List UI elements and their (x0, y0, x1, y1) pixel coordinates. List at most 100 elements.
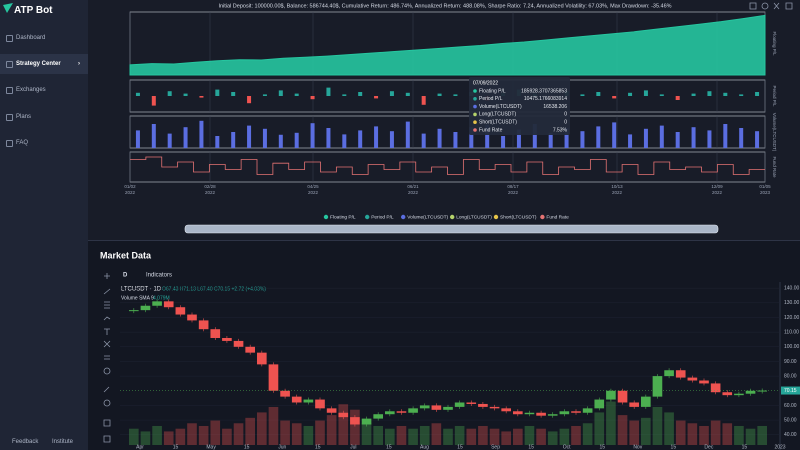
fund-rate-line (130, 156, 765, 175)
candle (291, 396, 302, 403)
bar (739, 94, 744, 96)
volume-bar (454, 425, 465, 445)
volume-bar (734, 425, 744, 445)
volume-bar (466, 428, 477, 445)
legend-label: Volume(LTCUSDT) (407, 214, 448, 220)
bar (167, 91, 172, 96)
x-tick-label: Aug (420, 444, 429, 450)
date-label: 02/28 (204, 184, 216, 189)
bar (516, 129, 521, 148)
date-label: 06/21 (407, 184, 419, 189)
menu-item[interactable]: FAQ (0, 133, 88, 153)
x-tick-label: 15 (599, 444, 605, 450)
volume-bar (373, 425, 383, 445)
footer-link[interactable]: Feedback (12, 439, 39, 445)
candle (513, 411, 523, 415)
candle (710, 383, 721, 393)
bar (643, 90, 648, 96)
x-tick-label: Jun (278, 444, 286, 450)
equity-area (129, 14, 766, 76)
volume-bar (745, 428, 756, 445)
bar (247, 96, 252, 104)
bar (723, 124, 728, 148)
volume-bar (361, 423, 372, 445)
candle (187, 314, 197, 321)
interval[interactable]: D (123, 273, 128, 279)
volume-bar (687, 423, 698, 445)
indicators-button[interactable]: Indicators (146, 273, 172, 279)
bar (278, 90, 283, 96)
candle (140, 305, 151, 311)
panel-axis-label: Period P/L (772, 85, 777, 107)
x-tick-label: 15 (742, 444, 748, 450)
candle (664, 370, 674, 377)
candle (547, 414, 558, 416)
footer-link[interactable]: Institute (52, 439, 74, 445)
bar (580, 131, 585, 148)
volume-bar (699, 425, 709, 445)
tooltip-name: Floating P/L (479, 88, 506, 94)
volume-bar (163, 431, 174, 445)
legend-label: Short(LTCUSDT) (500, 214, 537, 220)
x-tick-label: Jul (350, 444, 356, 450)
volume-bar (710, 420, 721, 445)
candle (419, 405, 430, 409)
x-tick-label: 15 (528, 444, 534, 450)
tooltip (469, 77, 570, 135)
bar (405, 121, 410, 148)
tooltip-name: Period P/L (479, 96, 503, 102)
legend-label: Floating P/L (330, 214, 356, 220)
bar (421, 133, 426, 148)
menu-label: Dashboard (16, 35, 46, 41)
bar (199, 96, 204, 98)
bar (485, 124, 490, 148)
volume-bar (245, 417, 255, 445)
candle (675, 370, 686, 378)
menu-label: Strategy Center (16, 61, 61, 67)
bar (389, 131, 394, 148)
panel-axis-label: Floating P/L (772, 31, 777, 56)
candle (210, 329, 221, 338)
y-tick-label: 130.00 (784, 300, 800, 306)
candle (280, 390, 290, 397)
volume-bar (513, 428, 523, 445)
bar (659, 125, 664, 148)
menu-item[interactable]: Plans (0, 107, 88, 127)
bar (135, 130, 140, 148)
bar (310, 123, 315, 148)
candle (454, 402, 465, 407)
bar (374, 126, 379, 148)
bar (167, 133, 172, 148)
bar (628, 92, 633, 96)
volume-bar (140, 431, 151, 445)
x-tick-label: Sep (491, 444, 500, 450)
candle (315, 399, 325, 409)
volume-bar (210, 420, 221, 445)
candle (501, 408, 511, 412)
candle (687, 377, 698, 381)
bar (183, 127, 188, 148)
volume-bar (489, 428, 500, 445)
candle (396, 411, 407, 413)
volume-bar (233, 423, 244, 445)
bar (342, 94, 347, 96)
range-slider[interactable] (184, 224, 719, 234)
candle (641, 396, 651, 407)
menu-item[interactable]: Dashboard (0, 28, 88, 48)
volume-bar (757, 425, 767, 445)
menu-item[interactable]: Exchanges (0, 80, 88, 100)
bar (501, 136, 506, 148)
last-price-label: 70.15 (784, 388, 797, 394)
legend-label: Long(LTCUSDT) (456, 214, 492, 220)
volume-bar (606, 401, 616, 445)
volume-bar (385, 428, 395, 445)
x-tick-label: 15 (315, 444, 321, 450)
volume-label: Volume SMA 9 (121, 295, 154, 301)
candle (245, 346, 255, 353)
menu-item[interactable]: Strategy Center › (0, 54, 88, 74)
date-year: 2022 (205, 190, 216, 195)
date-year: 2022 (508, 190, 519, 195)
tooltip-dot (473, 104, 477, 109)
panel-frame (129, 115, 766, 149)
bar (691, 93, 696, 96)
